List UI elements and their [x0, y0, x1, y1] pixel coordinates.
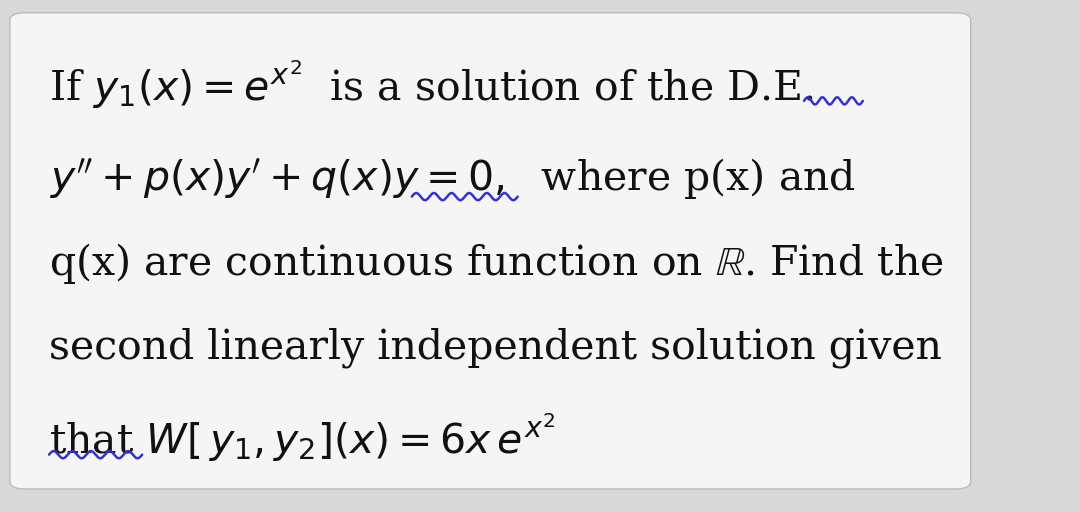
- FancyBboxPatch shape: [10, 13, 971, 489]
- Text: that $W[\, y_1, y_2](x) = 6x\, e^{x^2}$: that $W[\, y_1, y_2](x) = 6x\, e^{x^2}$: [49, 411, 555, 464]
- Text: If $y_1(x) = e^{x^2}$  is a solution of the D.E.: If $y_1(x) = e^{x^2}$ is a solution of t…: [49, 58, 813, 111]
- Text: q(x) are continuous function on $\mathbb{R}$. Find the: q(x) are continuous function on $\mathbb…: [49, 241, 944, 286]
- Text: second linearly independent solution given: second linearly independent solution giv…: [49, 328, 942, 369]
- Text: $y'' + p(x)y' + q(x)y = 0,$  where p(x) and: $y'' + p(x)y' + q(x)y = 0,$ where p(x) a…: [49, 157, 856, 202]
